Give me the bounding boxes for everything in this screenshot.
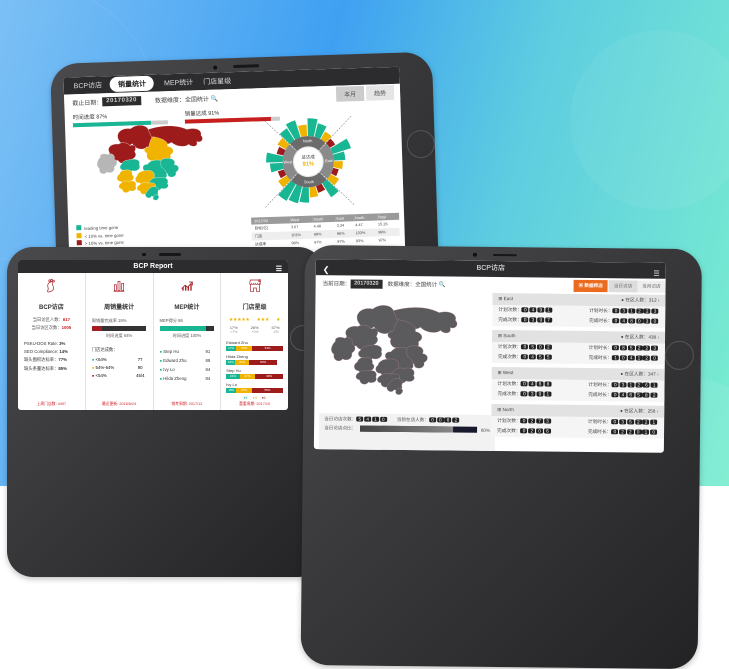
svg-text:South: South xyxy=(304,180,314,184)
svg-text:West: West xyxy=(283,160,293,164)
svg-text:North: North xyxy=(303,139,312,143)
svg-text:East: East xyxy=(325,159,334,163)
svg-text:91%: 91% xyxy=(303,161,315,167)
